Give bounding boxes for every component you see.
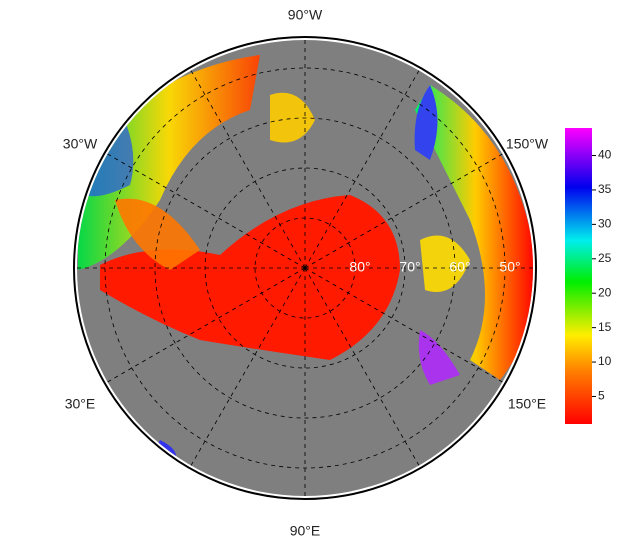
colorbar-tick-label: 30 [598, 217, 612, 231]
meridian-line [107, 267, 306, 383]
meridian-line [304, 153, 503, 269]
longitude-label: 30°E [65, 396, 96, 412]
meridian-line [304, 267, 420, 466]
colorbar: 5 10 15 20 25 30 35 40 [565, 128, 612, 424]
longitude-label: 90°E [290, 523, 321, 539]
longitude-label: 150°W [506, 136, 549, 152]
meridian-line [190, 267, 306, 466]
colorbar-tick-label: 35 [598, 182, 612, 196]
colorbar-tick-label: 40 [598, 148, 612, 162]
latitude-label: 50° [499, 259, 520, 275]
colorbar-tick-label: 25 [598, 251, 612, 265]
map-disk [73, 36, 537, 500]
longitude-label: 90°W [288, 7, 323, 23]
meridian-line [304, 267, 503, 383]
colorbar-tick-label: 5 [598, 389, 605, 403]
latitude-circle [154, 117, 456, 419]
latitude-label: 80° [349, 259, 370, 275]
colorbar-tick-label: 10 [598, 354, 612, 368]
meridian-line [190, 70, 306, 269]
graticule [77, 40, 533, 496]
colorbar-tick-label: 20 [598, 285, 612, 299]
colorbar-tick-label: 15 [598, 320, 612, 334]
meridian-line [304, 70, 420, 269]
colorbar-gradient [565, 128, 592, 424]
meridian-line [107, 153, 306, 269]
longitude-label: 150°E [508, 396, 546, 412]
longitude-label: 30°W [63, 136, 98, 152]
latitude-label: 60° [449, 259, 470, 275]
latitude-label: 70° [399, 259, 420, 275]
